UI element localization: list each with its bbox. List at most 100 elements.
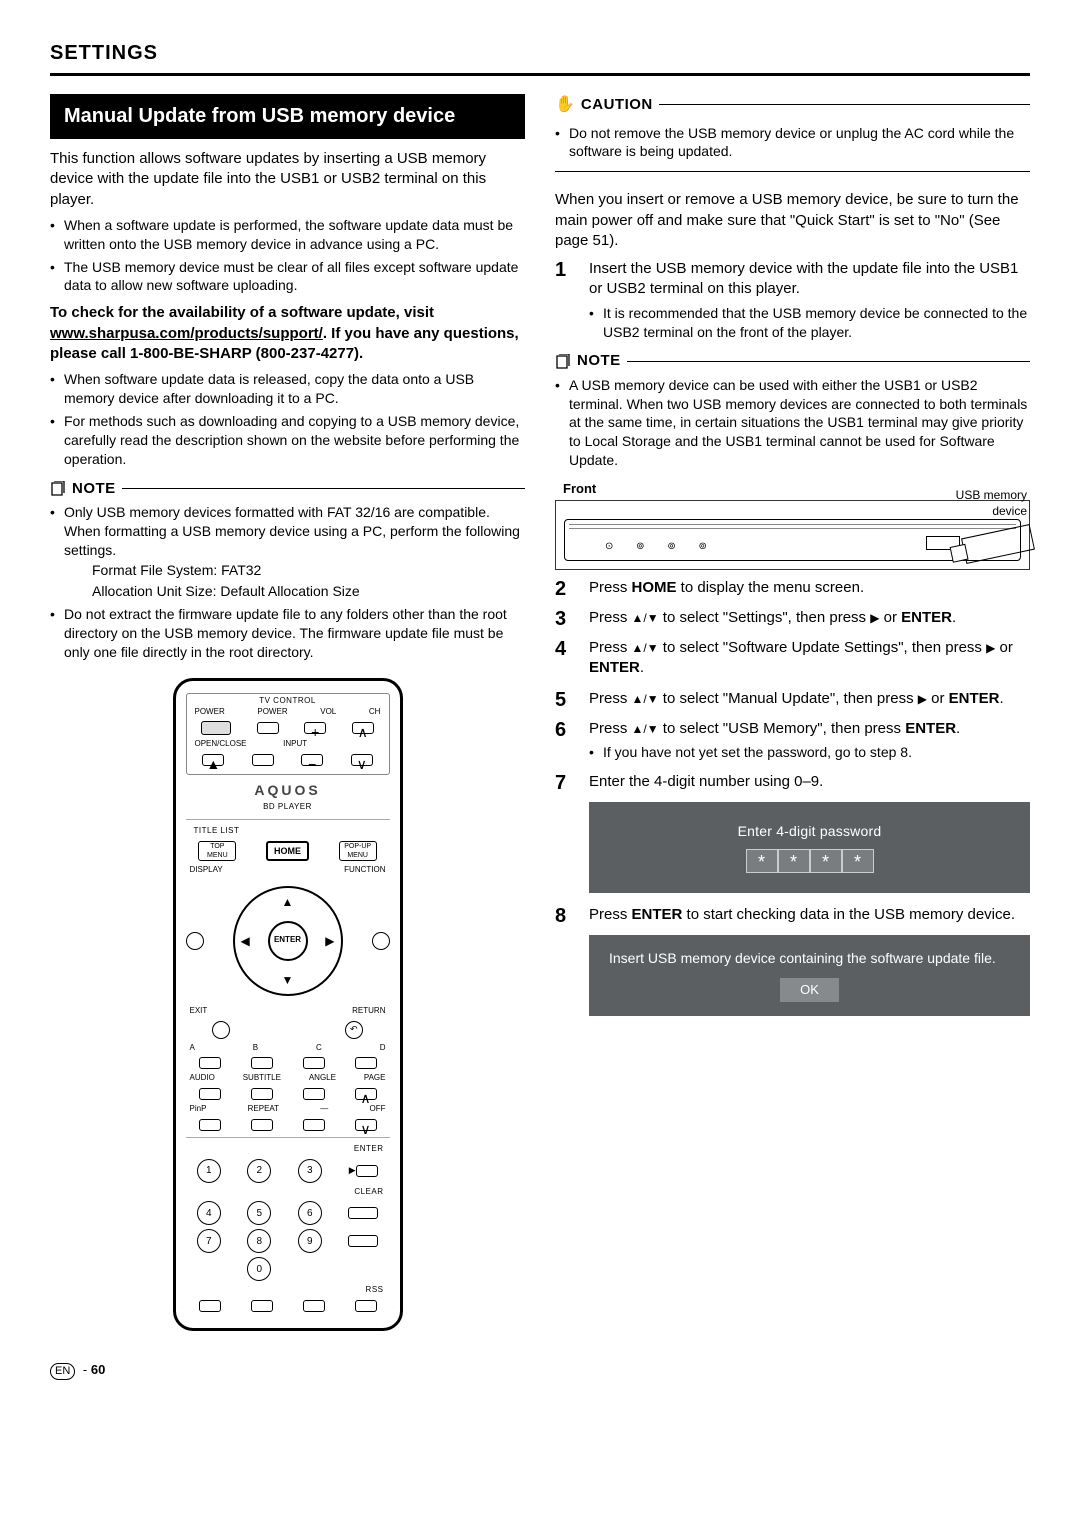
section-title-bar: Manual Update from USB memory device xyxy=(50,94,525,139)
pinp: PinP xyxy=(190,1104,207,1115)
up-down-icon: ▲/▼ xyxy=(632,721,659,737)
text: or xyxy=(927,690,949,707)
steps-list-top: Insert the USB memory device with the up… xyxy=(555,259,1030,341)
caution-label: CAUTION xyxy=(581,95,653,115)
text: . xyxy=(952,609,956,626)
key-9: 9 xyxy=(298,1229,322,1253)
text: . xyxy=(640,659,644,676)
pinp-button xyxy=(199,1119,221,1131)
caution-header: ✋ CAUTION xyxy=(555,94,1030,116)
up-icon: ▲ xyxy=(282,894,294,910)
power2-label: POWER xyxy=(257,707,287,718)
text: or xyxy=(995,639,1013,656)
right-icon: ▶ xyxy=(986,640,995,656)
return-label: RETURN xyxy=(352,1006,385,1017)
off: OFF xyxy=(369,1104,385,1115)
bullets-2: When software update data is released, c… xyxy=(50,370,525,468)
msg-text: Insert USB memory device containing the … xyxy=(609,949,1010,968)
insert-usb-screen: Insert USB memory device containing the … xyxy=(589,935,1030,1015)
vol-up-button: + xyxy=(304,722,326,734)
vol-label: VOL xyxy=(320,707,336,718)
vol-down-button: − xyxy=(301,754,323,766)
tv-control-label: TV CONTROL xyxy=(191,696,385,707)
page-up-button: ∧ xyxy=(355,1088,377,1100)
rss-label: RSS xyxy=(366,1285,384,1296)
text: Press xyxy=(589,579,632,596)
caution-rule xyxy=(659,104,1030,105)
b: B xyxy=(253,1043,258,1054)
bullet-item: Do not extract the firmware update file … xyxy=(50,605,525,662)
note-label: NOTE xyxy=(72,479,116,499)
step-3: Press ▲/▼ to select "Settings", then pre… xyxy=(555,608,1030,628)
home-button: HOME xyxy=(266,841,309,861)
audio-button xyxy=(199,1088,221,1100)
key-4: 4 xyxy=(197,1201,221,1225)
step-1-sub: It is recommended that the USB memory de… xyxy=(589,304,1030,342)
ch-label: CH xyxy=(369,707,381,718)
note-rule xyxy=(627,361,1030,362)
brand-sub-label: BD PLAYER xyxy=(186,802,390,813)
function-button xyxy=(372,932,390,950)
note-bullets: Only USB memory devices formatted with F… xyxy=(50,503,525,662)
transport-1 xyxy=(199,1300,221,1312)
bullet-item: The USB memory device must be clear of a… xyxy=(50,258,525,296)
subtitle-button xyxy=(251,1088,273,1100)
bullet-item: A USB memory device can be used with eit… xyxy=(555,376,1030,470)
step-4: Press ▲/▼ to select "Software Update Set… xyxy=(555,638,1030,679)
note-rule xyxy=(122,488,525,489)
steps-list-8: Press ENTER to start checking data in th… xyxy=(555,905,1030,925)
intro-text: This function allows software updates by… xyxy=(50,149,525,210)
enter-key: ENTER xyxy=(905,720,956,737)
step-8: Press ENTER to start checking data in th… xyxy=(555,905,1030,925)
text: To check for the availability of a softw… xyxy=(50,304,434,321)
step-7: Enter the 4-digit number using 0–9. xyxy=(555,772,1030,792)
dpad: ▲ ▼ ◀ ▶ ENTER xyxy=(233,886,343,996)
text: . xyxy=(956,720,960,737)
remote-wrap: TV CONTROL POWER POWER VOL CH + ∧ O xyxy=(50,678,525,1331)
transport-3 xyxy=(303,1300,325,1312)
popup-menu-button: POP-UPMENU xyxy=(339,841,377,861)
front-diagram: ⊙ ⊚ ⊚ ⊚ USB memorydevice xyxy=(555,500,1030,570)
ch-up-button: ∧ xyxy=(352,722,374,734)
key-0: 0 xyxy=(247,1257,271,1281)
left-icon: ◀ xyxy=(241,933,250,949)
text: to select "Manual Update", then press xyxy=(659,690,918,707)
color-c-button xyxy=(303,1057,325,1069)
ok-button: OK xyxy=(780,978,839,1002)
title-list-label: TITLE LIST xyxy=(186,826,390,837)
audio: AUDIO xyxy=(190,1073,215,1084)
function-label: FUNCTION xyxy=(344,865,385,876)
text: to select "USB Memory", then press xyxy=(659,720,906,737)
step-2: Press HOME to display the menu screen. xyxy=(555,578,1030,598)
page: PAGE xyxy=(364,1073,386,1084)
caution-box: Do not remove the USB memory device or u… xyxy=(555,120,1030,173)
d: D xyxy=(380,1043,386,1054)
password-screen: Enter 4-digit password * * * * xyxy=(589,802,1030,893)
c: C xyxy=(316,1043,322,1054)
page-heading: SETTINGS xyxy=(50,40,1030,76)
key-1: 1 xyxy=(197,1159,221,1183)
page-footer: EN - 60 xyxy=(50,1361,1030,1380)
note-header-right: NOTE xyxy=(555,351,1030,371)
enter-key: ENTER xyxy=(632,906,683,923)
exit-button xyxy=(212,1021,230,1039)
support-link: www.sharpusa.com/products/support/ xyxy=(50,325,323,342)
bullet-item: When software update data is released, c… xyxy=(50,370,525,408)
sep: - xyxy=(79,1362,91,1377)
step-6-sub: If you have not yet set the password, go… xyxy=(589,743,1030,762)
color-b-button xyxy=(251,1057,273,1069)
text: or xyxy=(879,609,901,626)
caution-bullet: Do not remove the USB memory device or u… xyxy=(555,124,1030,162)
steps-list-rest: Press HOME to display the menu screen. P… xyxy=(555,578,1030,793)
key-3: 3 xyxy=(298,1159,322,1183)
left-column: Manual Update from USB memory device Thi… xyxy=(50,94,525,1331)
rss-button xyxy=(355,1300,377,1312)
enter-key-label: ENTER xyxy=(354,1144,384,1155)
enter-key: ▶ xyxy=(348,1164,378,1177)
top-menu-button: TOPMENU xyxy=(198,841,236,861)
enter-button: ENTER xyxy=(268,921,308,961)
bullet-item: For methods such as downloading and copy… xyxy=(50,412,525,469)
eject-button: ▲ xyxy=(202,754,224,766)
text: to select "Settings", then press xyxy=(659,609,871,626)
brand-label: AQUOS xyxy=(186,781,390,800)
